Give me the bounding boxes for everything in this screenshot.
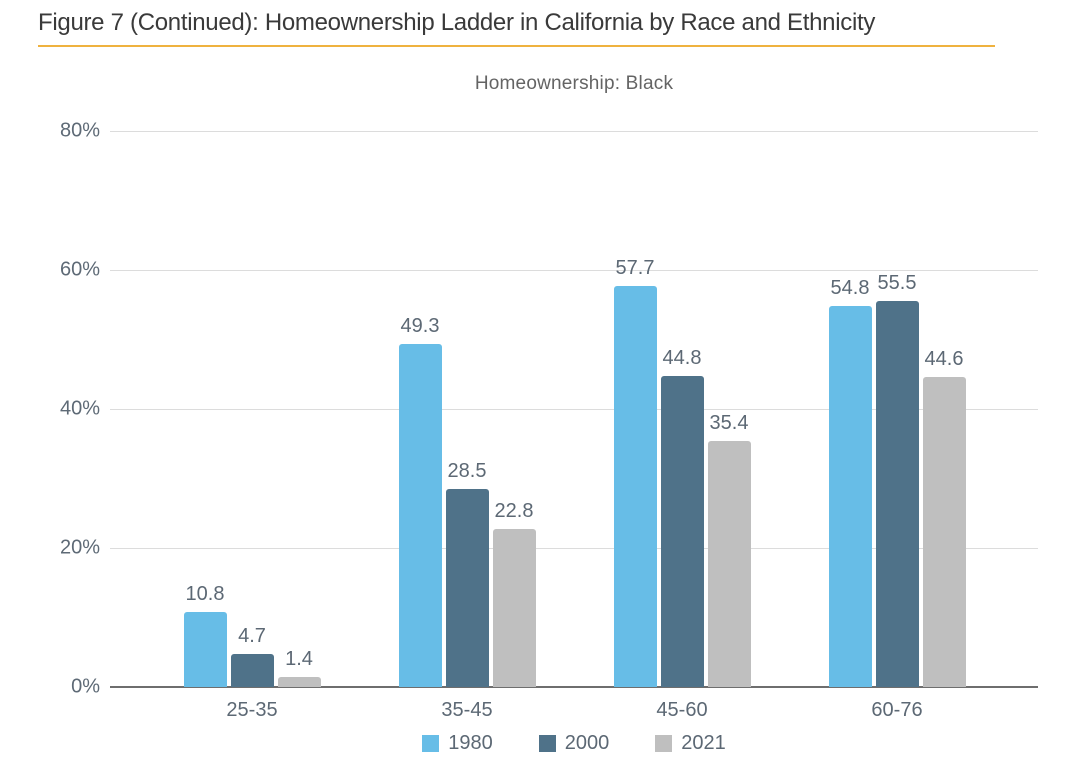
legend-swatch-icon xyxy=(422,735,440,752)
bar-group-35-45: 49.3 28.5 22.8 xyxy=(398,131,536,687)
legend-item-1980: 1980 xyxy=(422,732,493,755)
bar-value-label: 35.4 xyxy=(709,412,749,434)
bar-1980-45-60: 57.7 xyxy=(613,257,657,687)
bar-value-label: 57.7 xyxy=(615,257,655,279)
legend-swatch-icon xyxy=(538,735,556,752)
y-tick-label: 60% xyxy=(59,258,100,281)
bar-value-label: 49.3 xyxy=(400,315,440,338)
bar-value-label: 28.5 xyxy=(447,459,487,482)
bar-value-label: 44.8 xyxy=(662,346,702,369)
title-accent-rule xyxy=(38,45,995,47)
bar-2000-35-45: 28.5 xyxy=(445,460,489,687)
y-tick-label: 80% xyxy=(59,119,100,142)
x-tick-label-60-76: 60-76 xyxy=(871,699,923,721)
bar-value-label: 54.8 xyxy=(830,277,870,300)
x-axis-line xyxy=(110,686,1038,688)
figure-title: Figure 7 (Continued): Homeownership Ladd… xyxy=(38,9,876,36)
gridline xyxy=(110,131,1038,132)
bar-2021-45-60: 35.4 xyxy=(707,412,751,687)
bar-value-label: 55.5 xyxy=(877,272,917,295)
bar-group-25-35: 10.8 4.7 1.4 xyxy=(183,131,321,687)
legend-swatch-icon xyxy=(655,735,673,752)
bar-1980-35-45: 49.3 xyxy=(398,315,442,687)
legend-label: 1980 xyxy=(448,732,493,754)
bar-1980-60-76: 54.8 xyxy=(828,277,872,687)
legend: 1980 2000 2021 xyxy=(110,732,1038,755)
bar-value-label: 1.4 xyxy=(285,648,313,671)
legend-item-2021: 2021 xyxy=(655,732,726,755)
bar-value-label: 10.8 xyxy=(185,582,225,605)
x-tick-label-45-60: 45-60 xyxy=(656,699,708,721)
gridline xyxy=(110,270,1038,271)
legend-label: 2021 xyxy=(681,732,726,754)
bar-1980-25-35: 10.8 xyxy=(183,583,227,687)
legend-item-2000: 2000 xyxy=(538,732,610,755)
bar-2000-45-60: 44.8 xyxy=(660,347,704,687)
plot-area: 80% 60% 40% 20% 0% 10.8 4.7 1.4 49.3 28.5 22.8 57.… xyxy=(60,120,1038,721)
y-tick-label: 40% xyxy=(59,397,100,420)
bar-value-label: 4.7 xyxy=(238,625,266,648)
bar-2000-25-35: 4.7 xyxy=(230,625,274,687)
bar-group-60-76: 54.8 55.5 44.6 xyxy=(828,131,966,687)
x-tick-label-25-35: 25-35 xyxy=(226,699,278,721)
x-tick-label-35-45: 35-45 xyxy=(441,699,493,721)
legend-label: 2000 xyxy=(564,732,610,754)
bar-2000-60-76: 55.5 xyxy=(875,272,919,687)
gridline xyxy=(110,548,1038,549)
bar-group-45-60: 57.7 44.8 35.4 xyxy=(613,131,751,687)
bar-value-label: 22.8 xyxy=(494,499,534,522)
chart-subtitle: Homeownership: Black xyxy=(474,73,674,94)
bar-2021-60-76: 44.6 xyxy=(922,348,966,687)
bar-2021-35-45: 22.8 xyxy=(492,500,536,687)
y-tick-label: 0% xyxy=(71,675,100,698)
y-tick-label: 20% xyxy=(59,536,100,559)
bar-value-label: 44.6 xyxy=(924,348,964,370)
bar-2021-25-35: 1.4 xyxy=(277,648,321,687)
gridline xyxy=(110,409,1038,410)
